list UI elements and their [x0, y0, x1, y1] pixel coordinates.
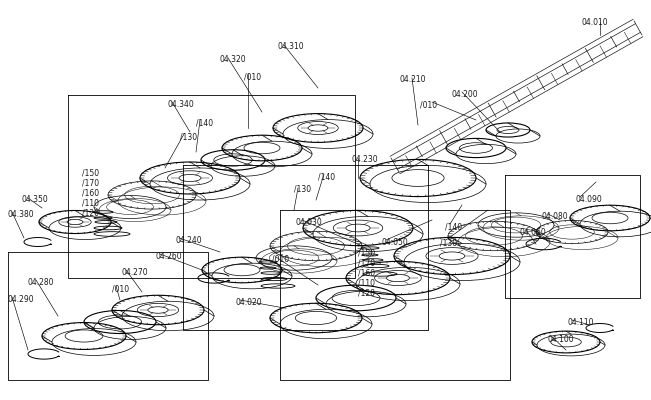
Text: /170: /170 [358, 258, 375, 267]
Text: 04.310: 04.310 [278, 42, 305, 51]
Text: /130: /130 [440, 238, 457, 247]
Text: /140: /140 [445, 222, 462, 231]
Text: /010: /010 [420, 100, 437, 109]
Text: 04.010: 04.010 [582, 18, 609, 27]
Text: /010: /010 [112, 284, 129, 293]
Text: /110: /110 [82, 198, 99, 207]
Text: 04.260: 04.260 [156, 252, 183, 261]
Text: /150: /150 [82, 168, 99, 177]
Text: 04.060: 04.060 [520, 228, 547, 237]
Text: 04.380: 04.380 [8, 210, 35, 219]
Text: /110: /110 [358, 278, 375, 287]
Text: 04.110: 04.110 [568, 318, 594, 327]
Text: 04.280: 04.280 [28, 278, 55, 287]
Text: 04.030: 04.030 [296, 218, 323, 227]
Text: 04.100: 04.100 [548, 335, 575, 344]
Text: 04.340: 04.340 [168, 100, 195, 109]
Text: 04.210: 04.210 [400, 75, 426, 84]
Text: /010: /010 [272, 255, 289, 264]
Text: /130: /130 [294, 185, 311, 194]
Text: /160: /160 [358, 268, 375, 277]
Text: /170: /170 [82, 178, 99, 187]
Text: 04.320: 04.320 [220, 55, 247, 64]
Text: 04.020: 04.020 [236, 298, 262, 307]
Text: 04.240: 04.240 [175, 236, 202, 245]
Text: /150: /150 [358, 248, 375, 257]
Text: /140: /140 [196, 118, 213, 127]
Text: 04.050: 04.050 [382, 238, 409, 247]
Text: /010: /010 [244, 72, 261, 81]
Text: 04.080: 04.080 [542, 212, 568, 221]
Text: /120: /120 [358, 288, 375, 297]
Text: 04.090: 04.090 [575, 195, 602, 204]
Text: 04.200: 04.200 [452, 90, 478, 99]
Text: /120: /120 [82, 208, 99, 217]
Text: /140: /140 [318, 172, 335, 181]
Text: 04.230: 04.230 [352, 155, 379, 164]
Text: 04.270: 04.270 [122, 268, 148, 277]
Text: 04.350: 04.350 [22, 195, 49, 204]
Text: 04.290: 04.290 [8, 295, 35, 304]
Text: /160: /160 [82, 188, 99, 197]
Text: /130: /130 [180, 132, 197, 141]
